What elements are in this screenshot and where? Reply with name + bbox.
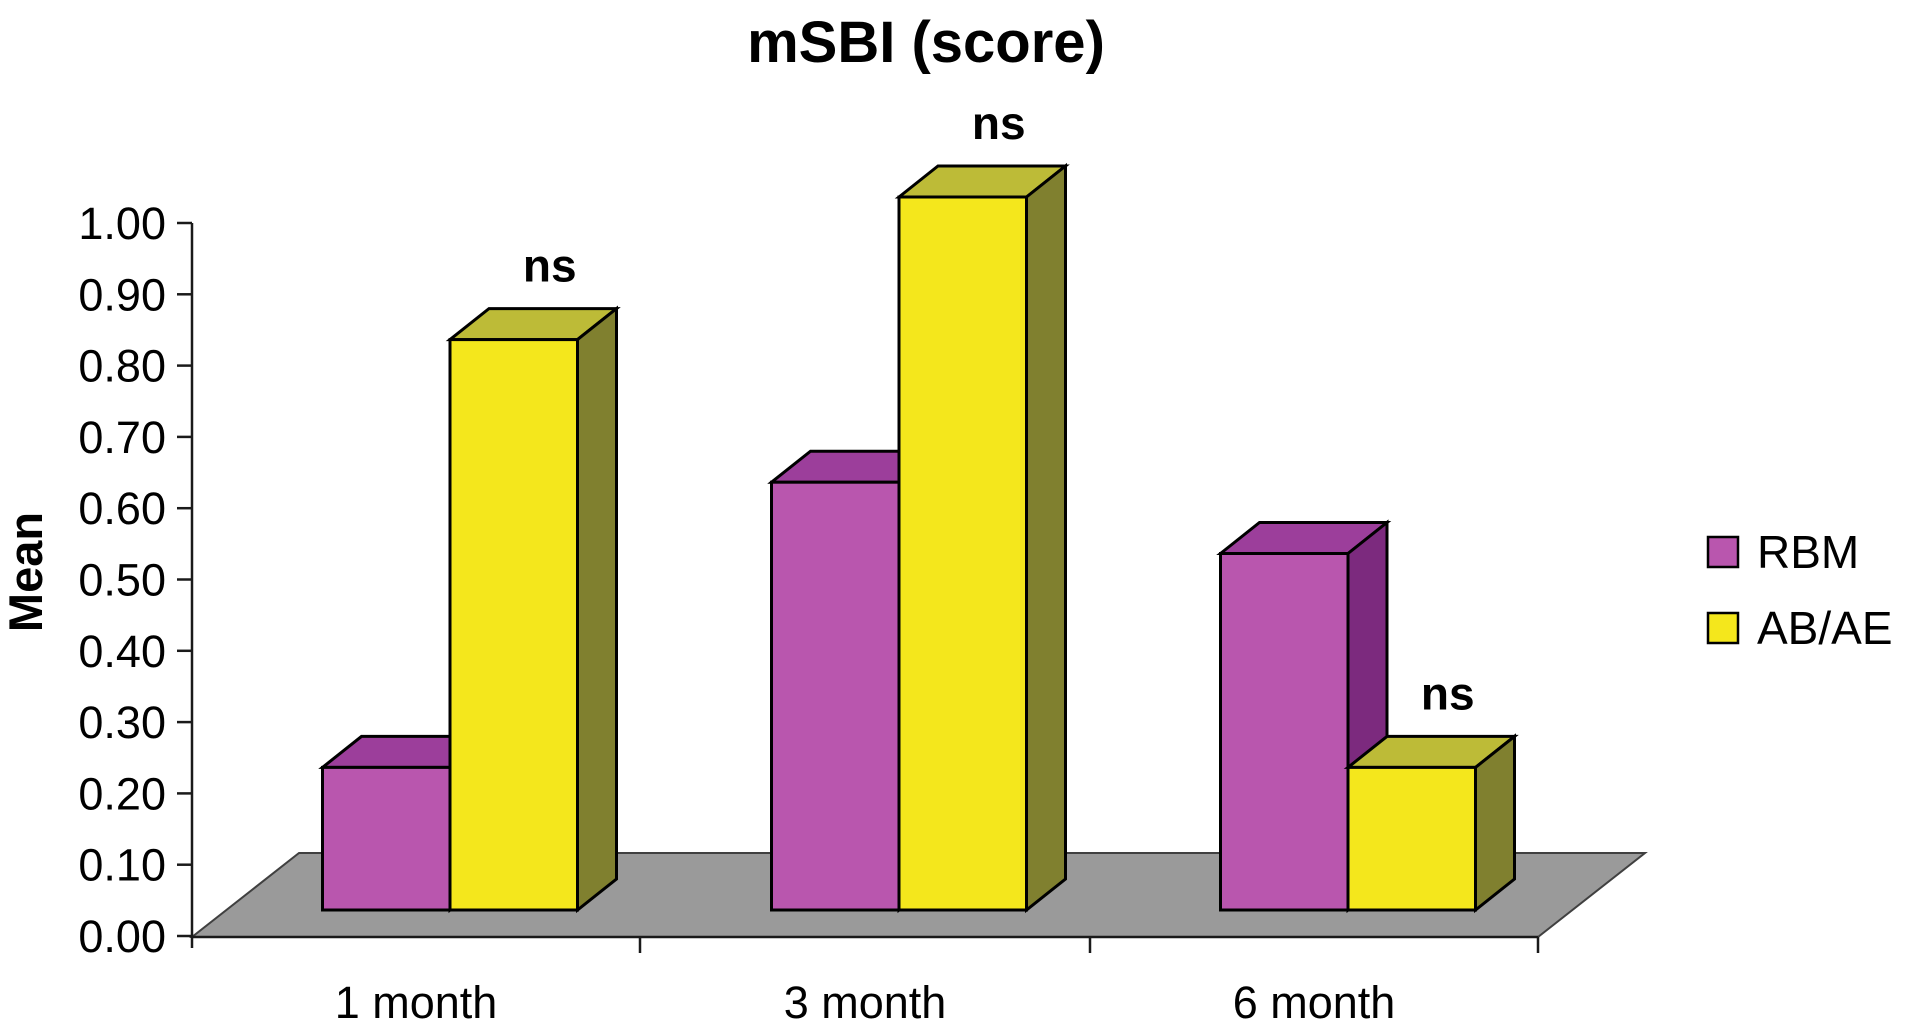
plot-area: 0.00 0.10 0.20 0.30 0.40 0.50 0.60 0.70 0.80 0.90…: [78, 97, 1648, 1028]
legend-swatch-ABAE: [1706, 611, 1740, 645]
bar-side-face: [1025, 162, 1067, 914]
y-tick-label: 0.60: [78, 483, 166, 534]
x-category-label: 3 month: [784, 977, 947, 1028]
legend: RBM AB/AE: [1706, 526, 1893, 654]
bar-front-face: [897, 195, 1028, 912]
bar-front-face: [448, 338, 579, 912]
bar-ABAE-1-month: [445, 305, 621, 914]
legend-swatch-RBM: [1706, 535, 1740, 569]
y-tick-label: 0.80: [78, 341, 166, 392]
significance-annotation: ns: [523, 240, 577, 292]
legend-label-ABAE: AB/AE: [1757, 602, 1893, 654]
bar-front-face: [770, 480, 901, 912]
y-tick-label: 0.50: [78, 555, 166, 606]
bar-side-face: [576, 305, 618, 914]
significance-annotation: ns: [972, 97, 1026, 149]
x-category-label: 1 month: [335, 977, 498, 1028]
y-tick-label: 0.20: [78, 768, 166, 819]
y-tick-label: 0.30: [78, 697, 166, 748]
y-axis-title: Mean: [0, 512, 52, 632]
y-tick-label: 0.40: [78, 626, 166, 677]
bar-side-face: [1474, 733, 1516, 914]
bar-ABAE-3-month: [894, 162, 1070, 914]
y-tick-label: 0.90: [78, 269, 166, 320]
y-tick-label: 1.00: [78, 198, 166, 249]
bar-front-face: [1346, 765, 1477, 912]
y-tick-label: 0.00: [78, 911, 166, 962]
bar-front-face: [321, 765, 452, 912]
y-tick-label: 0.10: [78, 840, 166, 891]
significance-annotation: ns: [1421, 667, 1475, 719]
chart-title: mSBI (score): [747, 10, 1105, 75]
legend-label-RBM: RBM: [1757, 526, 1859, 578]
bar-ABAE-6-month: [1343, 733, 1519, 914]
x-category-label: 6 month: [1233, 977, 1396, 1028]
y-tick-label: 0.70: [78, 412, 166, 463]
bar-front-face: [1219, 552, 1350, 912]
